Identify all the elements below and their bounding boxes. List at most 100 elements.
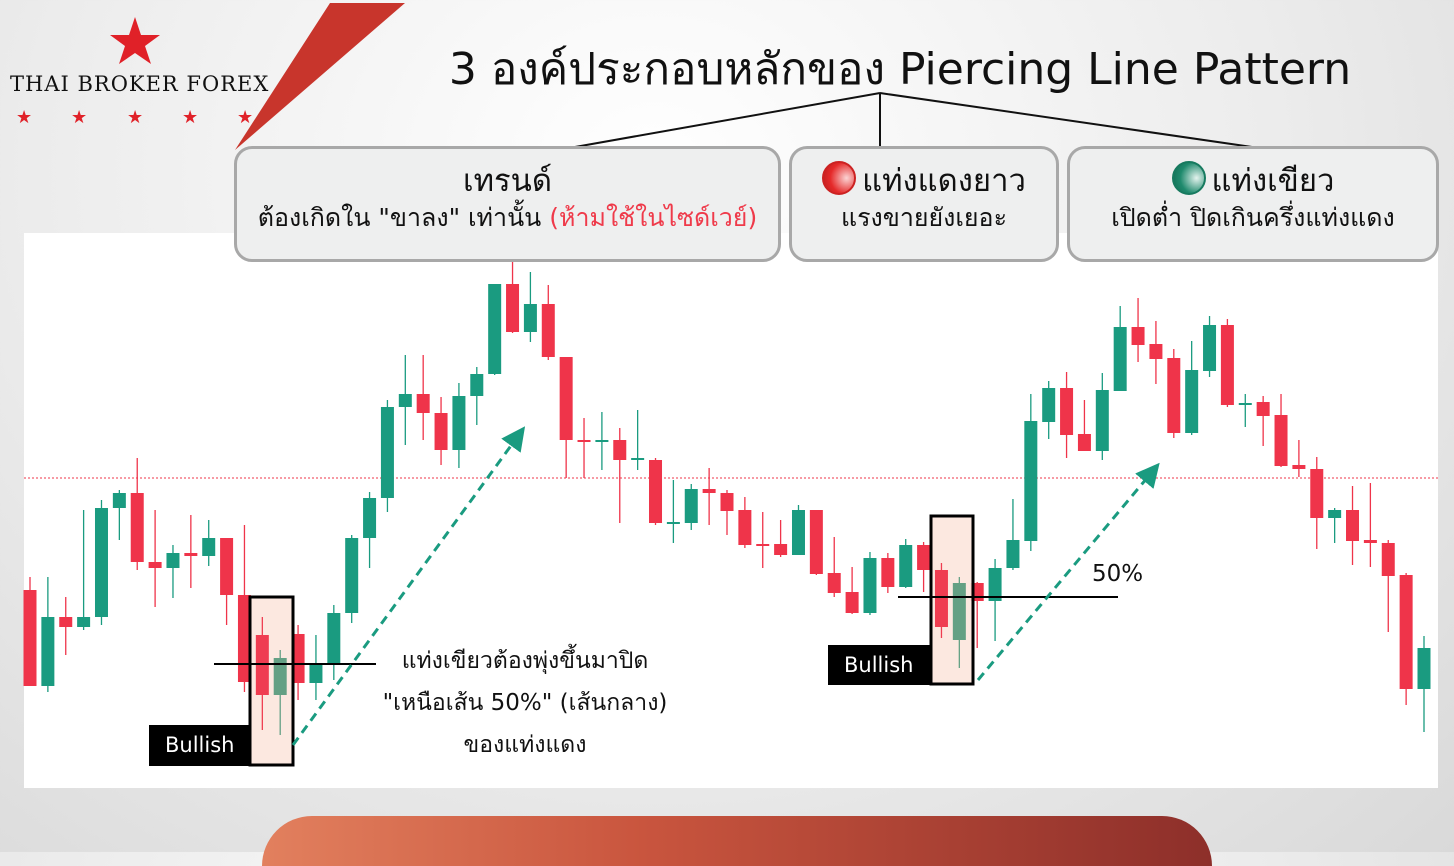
card-warning: (ห้ามใช้ในไซด์เวย์): [549, 203, 758, 232]
logo-big-star-icon: [110, 17, 160, 64]
candle-body: [988, 568, 1002, 601]
candle-bullish: [1417, 636, 1431, 732]
candle-bullish: [791, 505, 805, 555]
candle-body: [1113, 327, 1127, 391]
candle-bullish: [666, 480, 680, 543]
card-long-red: แท่งแดงยาว แรงขายยังเยอะ: [789, 146, 1059, 262]
card-heading: แท่งเขียว: [1070, 161, 1436, 201]
green-circle-icon: [1171, 161, 1206, 195]
candle-bearish: [541, 285, 555, 360]
candle-body: [1346, 510, 1360, 541]
candle-body: [94, 508, 108, 617]
candle-body: [237, 595, 251, 682]
candle-body: [917, 545, 931, 570]
candle-body: [1167, 358, 1181, 433]
candle-bearish: [1149, 321, 1163, 384]
candle-bearish: [148, 510, 162, 607]
candle-body: [23, 590, 37, 686]
candle-body: [756, 544, 770, 546]
candle-bullish: [470, 367, 484, 425]
logo-text: THAI BROKER FOREX: [10, 72, 270, 96]
candle-bullish: [1328, 508, 1342, 543]
candle-bullish: [380, 400, 394, 512]
candle-bearish: [613, 428, 627, 523]
candle-body: [1149, 344, 1163, 359]
candle-body: [77, 617, 91, 627]
candle-body: [1042, 388, 1056, 422]
candle-body: [273, 658, 287, 695]
candle-bearish: [23, 577, 37, 686]
candle-body: [1417, 648, 1431, 689]
card-sub-text: ต้องเกิดใน "ขาลง" เท่านั้น: [257, 203, 542, 232]
candle-body: [1292, 465, 1306, 469]
candle-bearish: [559, 357, 573, 478]
candle-body: [1024, 421, 1038, 541]
candle-body: [184, 553, 198, 556]
card-heading-text: แท่งเขียว: [1211, 163, 1335, 199]
candle-body: [1381, 543, 1395, 576]
candle-body: [631, 458, 645, 460]
candle-body: [1310, 469, 1324, 518]
candle-bearish: [702, 468, 716, 525]
candle-bullish: [1024, 394, 1038, 551]
candle-bullish: [684, 484, 698, 530]
candle-body: [649, 460, 663, 523]
page-title: 3 องค์ประกอบหลักของ Piercing Line Patter…: [448, 44, 1352, 95]
footer-decoration: [262, 816, 1212, 866]
explanation-note: แท่งเขียวต้องพุ่งขึ้นมาปิด "เหนือเส้น 50…: [370, 640, 680, 766]
candle-body: [309, 665, 323, 683]
candle-bullish: [523, 272, 537, 342]
candle-body: [112, 493, 126, 508]
candle-bearish: [1220, 319, 1234, 407]
candle-bearish: [130, 458, 144, 570]
candle-body: [1399, 575, 1413, 689]
candle-body: [130, 493, 144, 562]
candle-bearish: [738, 497, 752, 548]
candle-bearish: [845, 567, 859, 614]
candle-bullish: [309, 635, 323, 700]
candle-bullish: [327, 605, 341, 680]
candle-body: [1238, 403, 1252, 405]
candle-bearish: [809, 510, 823, 575]
candle-body: [702, 489, 716, 493]
candle-bearish: [934, 563, 948, 638]
candle-body: [470, 374, 484, 396]
candle-bearish: [1292, 440, 1306, 477]
candle-bullish: [112, 490, 126, 540]
candle-bearish: [1399, 573, 1413, 705]
candle-bullish: [398, 355, 412, 445]
note-line: แท่งเขียวต้องพุ่งขึ้นมาปิด: [401, 648, 649, 674]
candle-bullish: [899, 539, 913, 588]
candle-bearish: [416, 355, 430, 440]
candle-body: [774, 544, 788, 555]
candle-body: [1274, 415, 1288, 466]
bullish-label-left: Bullish: [149, 725, 251, 766]
svg-text:★: ★: [127, 107, 143, 128]
candle-bullish: [595, 412, 609, 470]
candle-body: [1006, 540, 1020, 568]
candle-bearish: [577, 418, 591, 478]
candle-bullish: [863, 552, 877, 615]
candle-body: [827, 573, 841, 593]
candle-bullish: [166, 545, 180, 598]
candle-bullish: [631, 410, 645, 470]
svg-text:★: ★: [182, 107, 198, 128]
fifty-percent-label: 50%: [1092, 561, 1144, 587]
candle-body: [380, 407, 394, 498]
logo: ★ ★ ★ ★ ★ THAI BROKER FOREX: [0, 0, 270, 150]
candle-bearish: [756, 512, 770, 568]
candles-group: [23, 262, 1431, 732]
candle-bearish: [720, 490, 734, 535]
candle-body: [613, 440, 627, 460]
candle-body: [541, 304, 555, 357]
candle-bullish: [94, 500, 108, 625]
candle-bullish: [1238, 394, 1252, 427]
candle-bearish: [1131, 298, 1145, 362]
candle-body: [148, 562, 162, 568]
logo-red-stripe: [235, 3, 405, 150]
candle-bearish: [59, 597, 73, 655]
candle-bullish: [1042, 381, 1056, 439]
candle-bullish: [363, 492, 377, 568]
candle-bullish: [77, 510, 91, 630]
